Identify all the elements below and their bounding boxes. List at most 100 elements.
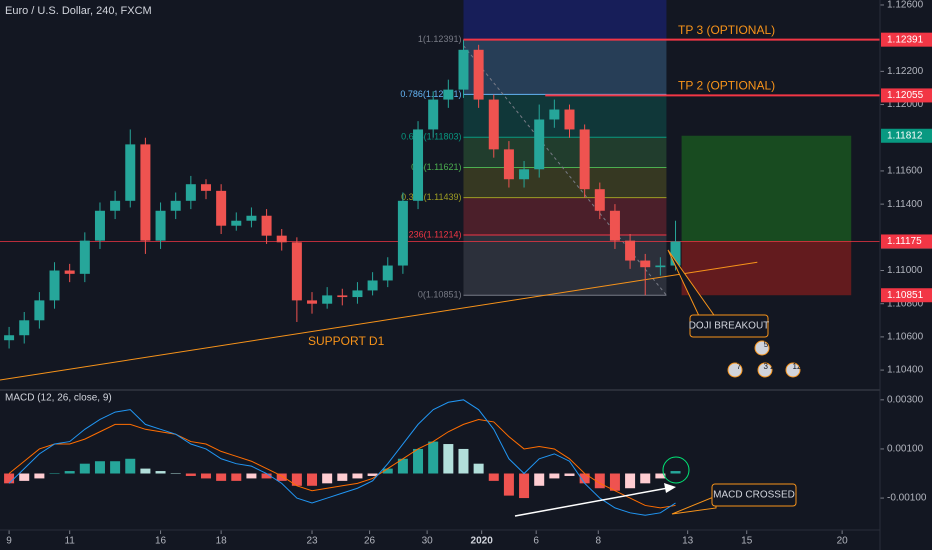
candle-body xyxy=(594,189,605,211)
trend-arrow-head xyxy=(664,483,676,493)
y-tick-label: 1.10400 xyxy=(887,365,924,376)
candle-body xyxy=(276,235,287,243)
loss-zone xyxy=(681,241,852,296)
candle-body xyxy=(625,240,636,261)
histogram-bar xyxy=(231,473,242,481)
price-tag-label: 1.10851 xyxy=(887,290,924,301)
x-tick-label: 2020 xyxy=(471,536,494,547)
y-tick-label: 1.10600 xyxy=(887,332,924,343)
histogram-bar xyxy=(579,473,590,484)
x-tick-label: 23 xyxy=(306,536,318,547)
histogram-bar xyxy=(261,473,272,479)
price-tag-label: 1.12055 xyxy=(887,90,924,101)
histogram-bar xyxy=(140,468,151,474)
candle-body xyxy=(337,295,348,298)
histogram-bar xyxy=(503,473,514,496)
fib-band xyxy=(463,39,667,95)
y-tick-label: 1.12600 xyxy=(887,0,924,11)
histogram-bar xyxy=(488,473,499,481)
x-tick-label: 15 xyxy=(741,536,753,547)
x-tick-label: 8 xyxy=(595,536,601,547)
fib-label: 0.5(1.11621) xyxy=(411,162,461,172)
histogram-bar xyxy=(64,471,75,474)
event-icon xyxy=(757,362,773,378)
candle-body xyxy=(307,300,318,304)
y-tick-label: -0.00100 xyxy=(887,493,927,504)
histogram-bar xyxy=(307,473,318,486)
candle-body xyxy=(413,129,424,201)
x-tick-label: 30 xyxy=(422,536,434,547)
histogram-bar xyxy=(382,468,393,474)
x-tick-label: 20 xyxy=(837,536,849,547)
cross-marker xyxy=(662,456,690,484)
candle-body xyxy=(503,149,514,180)
fib-label: 0.786(1.12061) xyxy=(400,89,461,99)
macd-title: MACD (12, 26, close, 9) xyxy=(5,393,112,404)
candle-body xyxy=(94,210,105,241)
histogram-bar xyxy=(291,473,302,486)
y-tick-label: 1.12200 xyxy=(887,66,924,77)
callout-box xyxy=(689,314,769,338)
histogram-bar xyxy=(322,473,333,484)
candle-body xyxy=(534,119,545,170)
candle-body xyxy=(49,270,60,301)
histogram-bar xyxy=(4,473,15,484)
candle-body xyxy=(670,241,681,266)
y-tick-label: 1.10800 xyxy=(887,298,924,309)
fib-label: 0.236(1.11214) xyxy=(401,229,461,239)
y-tick-label: 0.00300 xyxy=(887,394,924,405)
histogram-bar xyxy=(413,448,424,474)
y-tick-label: 1.11400 xyxy=(887,199,923,210)
price-tag-label: 1.11175 xyxy=(887,236,922,247)
histogram-bar xyxy=(519,473,530,499)
candle-body xyxy=(4,335,15,341)
fib-band xyxy=(463,167,667,198)
x-tick-label: 18 xyxy=(216,536,228,547)
tp-label: TP 3 (OPTIONAL) xyxy=(678,23,775,37)
histogram-bar xyxy=(473,463,484,474)
fib-label: 0.382(1.11439) xyxy=(401,192,461,202)
candle-body xyxy=(382,265,393,281)
histogram-bar xyxy=(276,473,287,481)
candle-body xyxy=(367,280,378,291)
candle-body xyxy=(640,260,651,268)
histogram-bar xyxy=(94,461,105,474)
support-line xyxy=(0,261,758,381)
x-tick-label: 11 xyxy=(64,536,75,547)
tp-label: TP 2 (OPTIONAL) xyxy=(678,79,775,93)
symbol-header: Euro / U.S. Dollar, 240, FXCM xyxy=(5,5,152,17)
candle-body xyxy=(155,210,166,241)
candle-body xyxy=(443,89,454,100)
histogram-bar xyxy=(185,473,196,476)
histogram-bar xyxy=(200,473,211,479)
histogram-bar xyxy=(367,473,378,476)
candle-body xyxy=(473,49,484,100)
fib-label: 1(1.12391) xyxy=(418,34,462,44)
event-icon xyxy=(727,362,743,378)
profit-zone xyxy=(681,135,852,242)
histogram-bar xyxy=(655,473,666,479)
candle-body xyxy=(185,184,196,201)
candle-body xyxy=(261,215,272,236)
histogram-bar xyxy=(428,441,439,474)
candle-body xyxy=(140,144,151,241)
trend-arrow xyxy=(514,487,669,517)
histogram-bar xyxy=(534,473,545,486)
support-label: SUPPORT D1 xyxy=(308,334,385,348)
histogram-bar xyxy=(640,473,651,484)
histogram-bar xyxy=(397,458,408,474)
callout-text: DOJI BREAKOUT xyxy=(689,321,770,332)
histogram-bar xyxy=(216,473,227,481)
x-tick-label: 6 xyxy=(533,536,539,547)
price-tag-label: 1.11812 xyxy=(887,130,923,141)
candle-body xyxy=(170,200,181,211)
histogram-bar xyxy=(19,473,30,481)
histogram-bar xyxy=(625,473,636,489)
candle-body xyxy=(64,270,75,274)
candle-body xyxy=(246,215,257,221)
fib-band xyxy=(463,197,667,235)
histogram-bar xyxy=(352,473,363,479)
x-tick-label: 26 xyxy=(364,536,376,547)
